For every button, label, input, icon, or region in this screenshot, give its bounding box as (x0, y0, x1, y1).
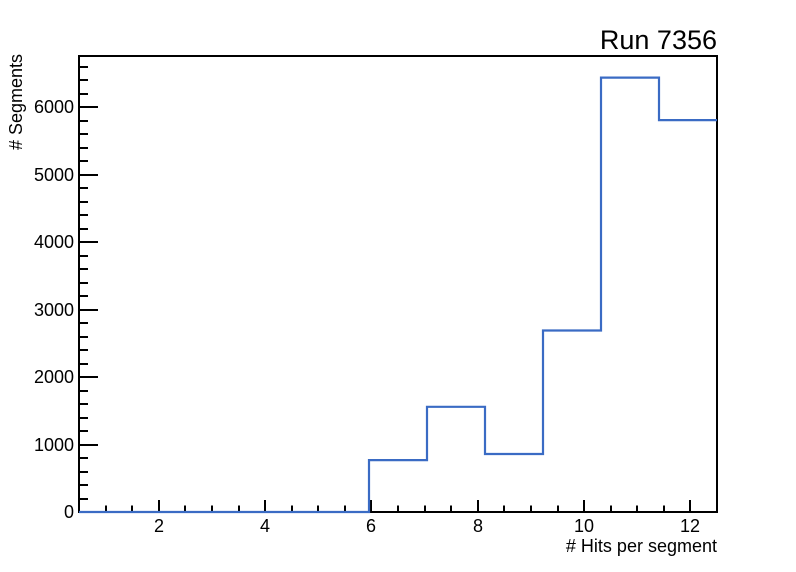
x-tick-label: 4 (260, 516, 270, 536)
y-tick-label: 3000 (34, 300, 74, 320)
x-tick-label: 12 (680, 516, 700, 536)
x-axis-title: # Hits per segment (565, 536, 717, 556)
y-tick-label: 6000 (34, 97, 74, 117)
y-tick-label: 4000 (34, 232, 74, 252)
plot-title: Run 7356 (599, 25, 717, 55)
y-tick-label: 5000 (34, 165, 74, 185)
y-axis-title: # Segments (6, 53, 26, 150)
x-tick-label: 10 (574, 516, 594, 536)
y-tick-label: 2000 (34, 367, 74, 387)
histogram-line (79, 76, 717, 514)
y-tick-label: 0 (64, 502, 74, 522)
plot-frame (78, 55, 718, 513)
y-tick-label: 1000 (34, 435, 74, 455)
x-tick-label: 6 (366, 516, 376, 536)
x-tick-label: 8 (473, 516, 483, 536)
x-tick-label: 2 (154, 516, 164, 536)
